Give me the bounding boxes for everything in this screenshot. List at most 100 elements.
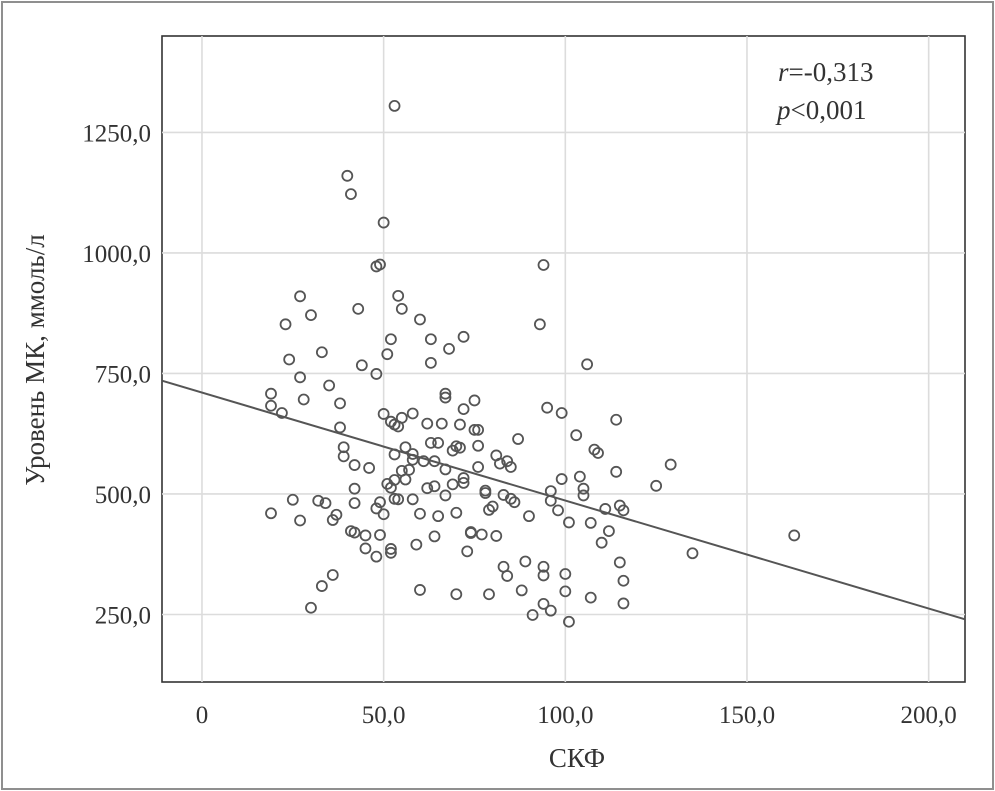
data-point <box>381 348 394 361</box>
data-point <box>377 216 390 229</box>
data-point <box>428 530 441 543</box>
x-tick-label: 50,0 <box>362 702 406 729</box>
data-point <box>388 474 401 486</box>
data-point <box>610 465 623 478</box>
data-point <box>508 496 521 509</box>
data-point <box>504 461 517 473</box>
data-point <box>395 302 408 315</box>
data-point <box>385 543 397 555</box>
data-point <box>315 580 328 592</box>
data-point <box>592 447 604 459</box>
grid-lines <box>162 36 965 682</box>
data-point <box>617 597 630 610</box>
data-point <box>457 476 470 489</box>
data-point <box>374 258 386 271</box>
data-point <box>312 494 325 507</box>
data-point <box>341 169 354 182</box>
data-point <box>486 500 499 513</box>
data-point <box>523 510 535 523</box>
data-point <box>573 470 586 483</box>
data-point <box>406 493 419 506</box>
data-point <box>392 289 405 302</box>
y-axis-title: Уровень МК, ммоль/л <box>20 234 50 485</box>
data-point <box>584 591 597 604</box>
data-point <box>457 330 470 343</box>
data-point <box>599 503 612 515</box>
data-point <box>577 482 590 495</box>
data-point <box>563 516 575 529</box>
data-point <box>323 379 336 392</box>
x-tick-label: 200,0 <box>901 702 957 729</box>
data-point <box>370 368 383 380</box>
x-tick-label: 100,0 <box>537 702 593 729</box>
data-point <box>472 439 485 452</box>
data-point <box>294 371 306 384</box>
data-point <box>359 542 372 555</box>
data-point <box>374 496 386 509</box>
data-point <box>410 538 423 551</box>
data-points <box>265 100 801 628</box>
data-point <box>374 529 386 541</box>
regression-line <box>161 379 966 621</box>
data-point <box>279 318 292 331</box>
data-point <box>348 482 361 495</box>
data-point <box>537 569 550 582</box>
data-point <box>417 455 430 468</box>
data-point <box>515 584 528 597</box>
r-annotation: r=-0,313 <box>778 57 873 87</box>
data-point <box>406 407 419 420</box>
data-point <box>468 394 481 407</box>
data-point <box>490 530 503 542</box>
data-point <box>286 493 299 506</box>
data-point <box>617 574 630 587</box>
x-axis-title: СКФ <box>549 743 605 773</box>
data-point <box>334 397 346 410</box>
data-point <box>359 529 372 542</box>
data-point <box>385 333 397 346</box>
data-point <box>450 588 463 601</box>
y-tick-label: 1250,0 <box>82 120 151 147</box>
data-point <box>472 461 485 473</box>
data-point <box>454 418 466 431</box>
data-point <box>617 504 630 517</box>
data-point <box>294 514 306 527</box>
data-point <box>305 601 317 614</box>
data-point <box>533 318 546 331</box>
data-point <box>494 457 506 470</box>
data-point <box>283 353 296 366</box>
data-point <box>443 342 455 355</box>
data-point <box>265 507 277 520</box>
data-point <box>432 436 445 449</box>
data-point <box>330 508 343 521</box>
data-point <box>464 527 477 539</box>
data-point <box>439 489 452 502</box>
data-point <box>326 569 339 581</box>
y-tick-label: 500,0 <box>95 482 151 509</box>
data-point <box>294 290 306 303</box>
data-point <box>334 421 346 434</box>
data-point <box>446 478 459 491</box>
data-point <box>501 570 514 582</box>
data-point <box>501 455 514 468</box>
data-point <box>348 459 361 471</box>
data-point <box>555 473 568 485</box>
data-point <box>450 506 463 519</box>
data-point <box>265 387 277 400</box>
data-point <box>352 302 365 315</box>
data-point <box>439 387 452 400</box>
data-point <box>537 259 550 271</box>
data-point <box>581 358 594 371</box>
data-point <box>421 417 434 430</box>
p-annotation: p<0,001 <box>775 95 866 125</box>
data-point <box>559 568 572 580</box>
data-point <box>414 507 426 520</box>
data-point <box>319 497 332 510</box>
data-point <box>483 588 495 601</box>
y-tick-label: 750,0 <box>95 361 151 388</box>
data-point <box>519 555 532 568</box>
data-point <box>439 391 452 404</box>
data-point <box>472 423 485 436</box>
y-tick-labels: 250,0 500,0 750,0 1000,0 1250,0 <box>82 120 151 629</box>
data-point <box>377 408 390 420</box>
